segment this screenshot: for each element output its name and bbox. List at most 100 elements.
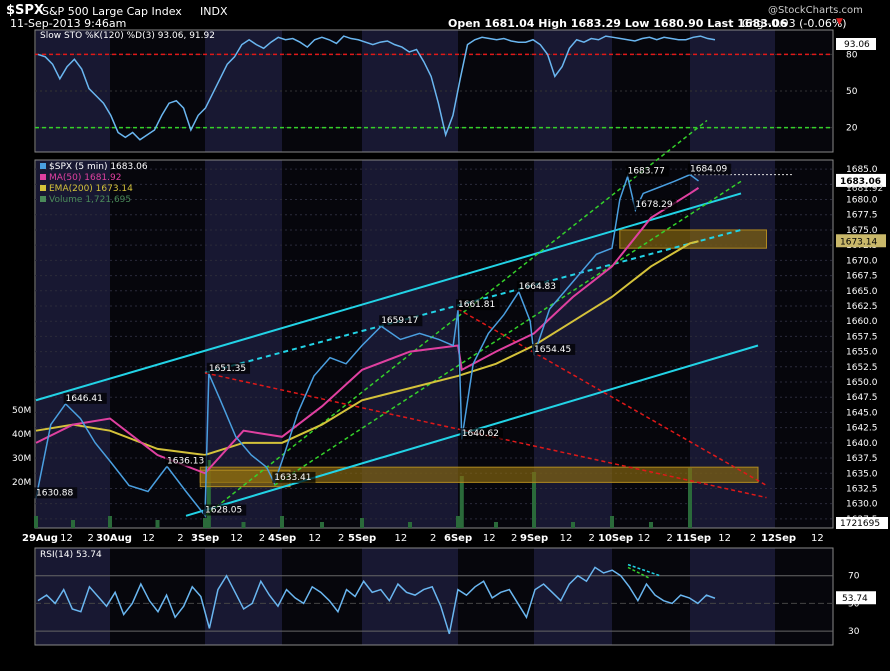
price-annotation: 1654.45: [534, 345, 571, 355]
price-annotation: 1633.41: [274, 473, 311, 483]
x-axis-label: 2: [667, 533, 673, 544]
fan-line-shallow: [273, 180, 742, 487]
price-annotation: 1646.41: [66, 394, 103, 404]
x-axis-label: 30Aug: [96, 533, 132, 544]
price-annotation-bg: [165, 455, 209, 467]
volume-bar: [688, 468, 692, 528]
session-band: [362, 548, 458, 645]
price-annotation: 1661.81: [458, 300, 495, 310]
x-axis-label: 6Sep: [444, 533, 472, 544]
volume-bar: [360, 518, 364, 528]
volume-bar: [459, 476, 464, 528]
x-axis-label: 10Sep: [598, 533, 633, 544]
legend-swatch: [40, 185, 46, 191]
price-annotation: 1659.17: [381, 316, 418, 326]
price-annotation-bg: [625, 165, 669, 177]
watermark: @StockCharts.com: [768, 5, 863, 16]
price-annotation-bg: [532, 343, 576, 355]
price-annotation: 1636.13: [167, 456, 204, 466]
volume-bar: [206, 460, 211, 528]
sto-last-label: 93.06: [844, 40, 870, 50]
rsi-tick-label: 50: [848, 599, 860, 609]
volume-bar: [108, 516, 112, 528]
legend-swatch: [40, 196, 46, 202]
price-tick-label: 1655.0: [846, 348, 878, 358]
session-band: [690, 548, 775, 645]
volume-bar: [456, 516, 460, 528]
x-axis-label: 12: [811, 533, 824, 544]
price-annotation: 1684.09: [690, 165, 727, 175]
change: Chg -0.93 (-0.06%): [742, 17, 847, 30]
price-tick-label: 1635.0: [846, 469, 878, 479]
price-legend-entry: MA(50) 1681.92: [49, 173, 121, 183]
x-axis-label: 2: [430, 533, 436, 544]
ema200-line: [35, 240, 699, 457]
price-legend-entry: EMA(200) 1673.14: [49, 184, 133, 194]
x-axis-label: 11Sep: [676, 533, 711, 544]
rsi-trendline: [627, 563, 661, 577]
index-name: S&P 500 Large Cap Index: [42, 5, 182, 18]
volume-bar: [610, 516, 614, 528]
price-annotation-bg: [203, 504, 247, 516]
x-axis-label: 9Sep: [520, 533, 548, 544]
x-axis-label: 12Sep: [761, 533, 796, 544]
exchange: INDX: [200, 5, 228, 18]
x-axis-label: 12: [142, 533, 155, 544]
last-price-box: [836, 173, 886, 187]
price-annotation-bg: [516, 280, 560, 292]
legend-swatch: [40, 174, 46, 180]
session-band: [205, 548, 282, 645]
change-arrow-icon: ▼: [836, 17, 843, 27]
session-band: [36, 30, 110, 152]
price-tick-label: 1647.5: [846, 393, 878, 403]
x-axis-label: 12: [230, 533, 243, 544]
ema200-value-label: 1673.14: [840, 237, 877, 247]
rsi-line: [37, 566, 716, 635]
x-axis-label: 5Sep: [348, 533, 376, 544]
price-annotation-bg: [633, 198, 677, 210]
volume-bar: [649, 522, 653, 528]
x-axis-label: 12: [483, 533, 496, 544]
price-tick-label: 1637.5: [846, 454, 878, 464]
price-tick-label: 1677.5: [846, 211, 878, 221]
session-band: [690, 30, 775, 152]
x-axis-label: 29Aug: [22, 533, 58, 544]
price-annotation: 1651.35: [209, 364, 246, 374]
x-axis-label: 12: [718, 533, 731, 544]
x-axis-label: 12: [560, 533, 573, 544]
price-tick-label: 1630.0: [846, 500, 878, 510]
rsi-legend: RSI(14) 53.74: [40, 550, 102, 560]
x-axis-label: 2: [338, 533, 344, 544]
last-price-label: 1683.06: [840, 177, 881, 187]
price-annotation-bg: [206, 362, 251, 374]
volume-bar: [241, 522, 246, 528]
price-tick-label: 1657.5: [846, 332, 878, 342]
sto-tick-label: 80: [846, 50, 858, 60]
legend-swatch: [40, 163, 46, 169]
x-axis-label: 3Sep: [191, 533, 219, 544]
price-tick-label: 1667.5: [846, 272, 878, 282]
support-zone: [619, 229, 767, 249]
volume-bar: [203, 518, 207, 528]
volume-last-box: [836, 517, 888, 529]
x-axis-label: 12: [60, 533, 73, 544]
price-tick-label: 1652.5: [846, 363, 878, 373]
volume-axis-label: 20M: [12, 478, 31, 488]
x-axis-label: 2: [589, 533, 595, 544]
price-tick-label: 1632.5: [846, 484, 878, 494]
price-tick-label: 1650.0: [846, 378, 878, 388]
rsi-last-box: [836, 591, 876, 605]
volume-last-label: 1721695: [840, 519, 880, 529]
x-axis-label: 2: [177, 533, 183, 544]
volume-bar: [532, 472, 536, 528]
rsi-last-label: 53.74: [842, 594, 868, 604]
timestamp: 11-Sep-2013 9:46am: [10, 17, 127, 30]
rsi-trendline-green: [627, 566, 651, 580]
volume-bar: [280, 516, 284, 528]
price-tick-label: 1642.5: [846, 424, 878, 434]
quote: Open 1681.04 High 1683.29 Low 1680.90 La…: [448, 17, 788, 30]
rsi-tick-label: 70: [848, 572, 860, 582]
price-legend-entry: Volume 1,721,695: [49, 195, 131, 205]
x-axis-label: 2: [259, 533, 265, 544]
